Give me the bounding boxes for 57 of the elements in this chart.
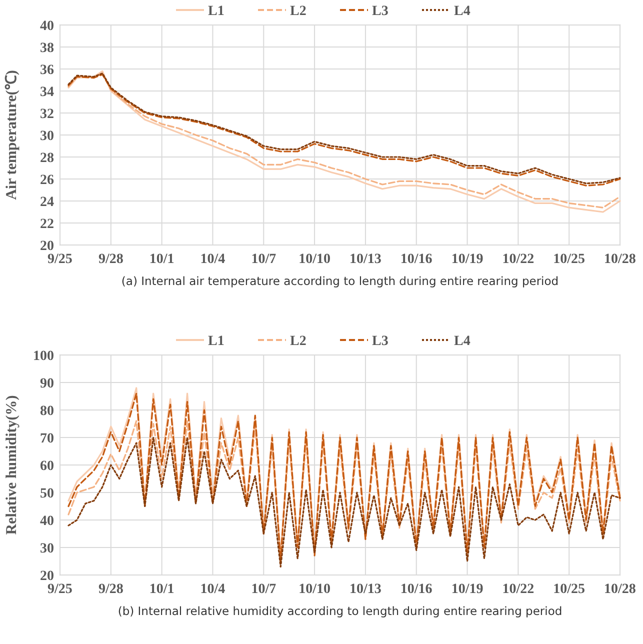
- text: (a) Internal air temperature according to length during entire rearing period: [121, 274, 559, 288]
- y-tick-label: 30: [40, 128, 54, 144]
- line-series: [68, 436, 621, 568]
- x-tick-label: 10/4: [200, 252, 226, 267]
- legend-label: L4: [454, 334, 470, 349]
- legend-label: L1: [208, 334, 224, 349]
- y-tick-label: 90: [40, 376, 54, 392]
- y-tick-label: 24: [40, 194, 54, 210]
- y-tick-label: 30: [40, 541, 54, 556]
- x-tick-label: 10/28: [604, 252, 636, 267]
- y-axis-title: Air temperature(℃): [4, 70, 20, 200]
- x-tick-label: 10/10: [298, 252, 330, 267]
- y-tick-label: 50: [40, 486, 54, 502]
- x-tick-label: 10/19: [451, 252, 484, 267]
- y-tick-label: 20: [40, 238, 54, 254]
- legend-label: L2: [290, 334, 306, 349]
- y-axis-title: Relative humidity(%): [4, 395, 20, 535]
- y-tick-label: 22: [40, 216, 54, 232]
- x-tick-label: 10/25: [553, 252, 586, 267]
- x-tick-label: 10/4: [200, 582, 226, 597]
- y-tick-label: 100: [33, 348, 54, 364]
- y-tick-label: 40: [40, 18, 54, 34]
- y-tick-label: 60: [40, 458, 54, 474]
- legend-label: L4: [454, 4, 470, 19]
- y-tick-label: 32: [40, 106, 54, 122]
- x-tick-label: 10/1: [149, 252, 174, 267]
- x-tick-label: 10/1: [149, 582, 174, 597]
- x-tick-label: 10/7: [251, 582, 276, 597]
- x-tick-label: 10/7: [251, 252, 276, 267]
- x-tick-label: 9/25: [48, 582, 72, 597]
- x-tick-label: 10/10: [298, 582, 330, 597]
- y-tick-label: 20: [40, 568, 54, 584]
- x-tick-label: 10/22: [502, 582, 534, 597]
- x-tick-label: 10/13: [350, 252, 382, 267]
- x-tick-label: 10/22: [502, 252, 534, 267]
- x-tick-label: 9/28: [98, 252, 124, 267]
- y-tick-label: 38: [40, 40, 54, 56]
- y-tick-label: 80: [40, 404, 54, 419]
- y-tick-label: 28: [40, 150, 54, 166]
- y-tick-label: 40: [40, 514, 54, 529]
- x-tick-label: 9/28: [98, 582, 124, 597]
- x-tick-label: 10/16: [400, 252, 432, 267]
- x-tick-label: 9/25: [48, 252, 72, 267]
- legend-label: L3: [372, 4, 388, 19]
- y-tick-label: 36: [40, 62, 54, 78]
- x-tick-label: 10/28: [604, 582, 636, 597]
- text: (b) Internal relative humidity according to length during entire rearing period: [118, 604, 562, 618]
- y-tick-label: 26: [40, 172, 54, 188]
- x-tick-label: 10/25: [553, 582, 586, 597]
- legend-label: L1: [208, 4, 224, 19]
- legend-label: L2: [290, 4, 306, 19]
- x-tick-label: 10/13: [350, 582, 382, 597]
- y-tick-label: 34: [40, 84, 54, 100]
- y-tick-label: 70: [40, 431, 54, 446]
- x-tick-label: 10/16: [400, 582, 432, 597]
- legend-label: L3: [372, 334, 388, 349]
- x-tick-label: 10/19: [451, 582, 484, 597]
